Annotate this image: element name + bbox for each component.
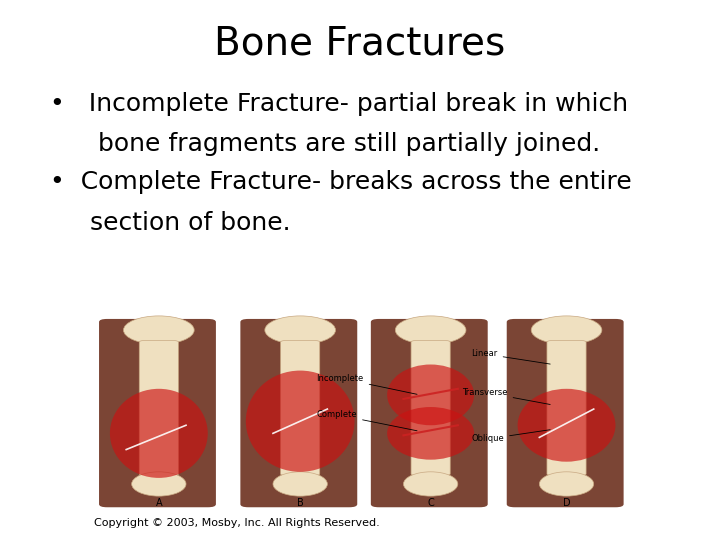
Text: D: D	[563, 498, 570, 508]
Ellipse shape	[132, 472, 186, 496]
FancyBboxPatch shape	[99, 319, 216, 507]
Ellipse shape	[403, 472, 458, 496]
Text: Oblique: Oblique	[472, 430, 550, 443]
Text: B: B	[297, 498, 304, 508]
Text: Incomplete: Incomplete	[317, 374, 417, 394]
Text: •   Incomplete Fracture- partial break in which: • Incomplete Fracture- partial break in …	[50, 92, 629, 116]
Ellipse shape	[395, 316, 466, 345]
Text: A: A	[156, 498, 162, 508]
Ellipse shape	[387, 364, 474, 426]
Ellipse shape	[246, 370, 354, 472]
Ellipse shape	[124, 316, 194, 345]
Text: Copyright © 2003, Mosby, Inc. All Rights Reserved.: Copyright © 2003, Mosby, Inc. All Rights…	[94, 518, 379, 528]
Text: Linear: Linear	[472, 349, 550, 364]
FancyBboxPatch shape	[139, 341, 179, 475]
Text: Bone Fractures: Bone Fractures	[215, 24, 505, 62]
FancyBboxPatch shape	[411, 341, 450, 475]
Text: bone fragments are still partially joined.: bone fragments are still partially joine…	[50, 132, 600, 156]
Text: •  Complete Fracture- breaks across the entire: • Complete Fracture- breaks across the e…	[50, 170, 632, 194]
Ellipse shape	[518, 389, 616, 462]
Ellipse shape	[531, 316, 602, 345]
FancyBboxPatch shape	[547, 341, 586, 475]
FancyBboxPatch shape	[281, 341, 320, 475]
Ellipse shape	[539, 472, 594, 496]
FancyBboxPatch shape	[371, 319, 487, 507]
Ellipse shape	[273, 472, 328, 496]
Ellipse shape	[387, 407, 474, 460]
Text: C: C	[427, 498, 434, 508]
Ellipse shape	[265, 316, 336, 345]
Ellipse shape	[110, 389, 208, 478]
FancyBboxPatch shape	[240, 319, 357, 507]
FancyBboxPatch shape	[507, 319, 624, 507]
Text: Transverse: Transverse	[462, 388, 550, 404]
Text: section of bone.: section of bone.	[50, 211, 291, 234]
Text: Complete: Complete	[317, 410, 417, 431]
